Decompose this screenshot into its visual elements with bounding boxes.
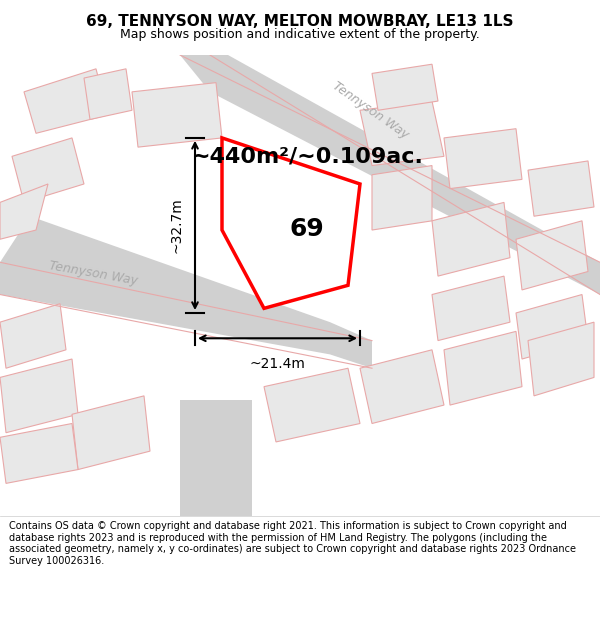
Polygon shape — [432, 202, 510, 276]
Polygon shape — [180, 401, 252, 516]
Polygon shape — [180, 55, 600, 294]
Text: ~21.4m: ~21.4m — [250, 357, 305, 371]
Polygon shape — [0, 216, 372, 368]
Polygon shape — [444, 331, 522, 405]
Text: Contains OS data © Crown copyright and database right 2021. This information is : Contains OS data © Crown copyright and d… — [9, 521, 576, 566]
Polygon shape — [372, 64, 438, 110]
Polygon shape — [72, 396, 150, 469]
Polygon shape — [528, 322, 594, 396]
Text: Tennyson Way: Tennyson Way — [330, 79, 411, 141]
Text: Tennyson Way: Tennyson Way — [48, 259, 139, 288]
Polygon shape — [0, 184, 48, 239]
Polygon shape — [24, 69, 108, 133]
Polygon shape — [444, 129, 522, 189]
Polygon shape — [432, 276, 510, 341]
Polygon shape — [0, 359, 78, 432]
Polygon shape — [0, 424, 78, 483]
Text: 69: 69 — [290, 217, 325, 241]
Polygon shape — [516, 294, 588, 359]
Text: ~32.7m: ~32.7m — [169, 198, 183, 253]
Polygon shape — [264, 368, 360, 442]
Text: ~440m²/~0.109ac.: ~440m²/~0.109ac. — [192, 146, 424, 166]
Polygon shape — [360, 350, 444, 424]
Text: 69, TENNYSON WAY, MELTON MOWBRAY, LE13 1LS: 69, TENNYSON WAY, MELTON MOWBRAY, LE13 1… — [86, 14, 514, 29]
Polygon shape — [12, 138, 84, 202]
Polygon shape — [528, 161, 594, 216]
Polygon shape — [516, 221, 588, 290]
Polygon shape — [222, 138, 360, 308]
Polygon shape — [360, 101, 444, 166]
Polygon shape — [132, 82, 222, 147]
Polygon shape — [372, 166, 432, 230]
Text: Map shows position and indicative extent of the property.: Map shows position and indicative extent… — [120, 28, 480, 41]
Polygon shape — [84, 69, 132, 119]
Polygon shape — [0, 304, 66, 368]
